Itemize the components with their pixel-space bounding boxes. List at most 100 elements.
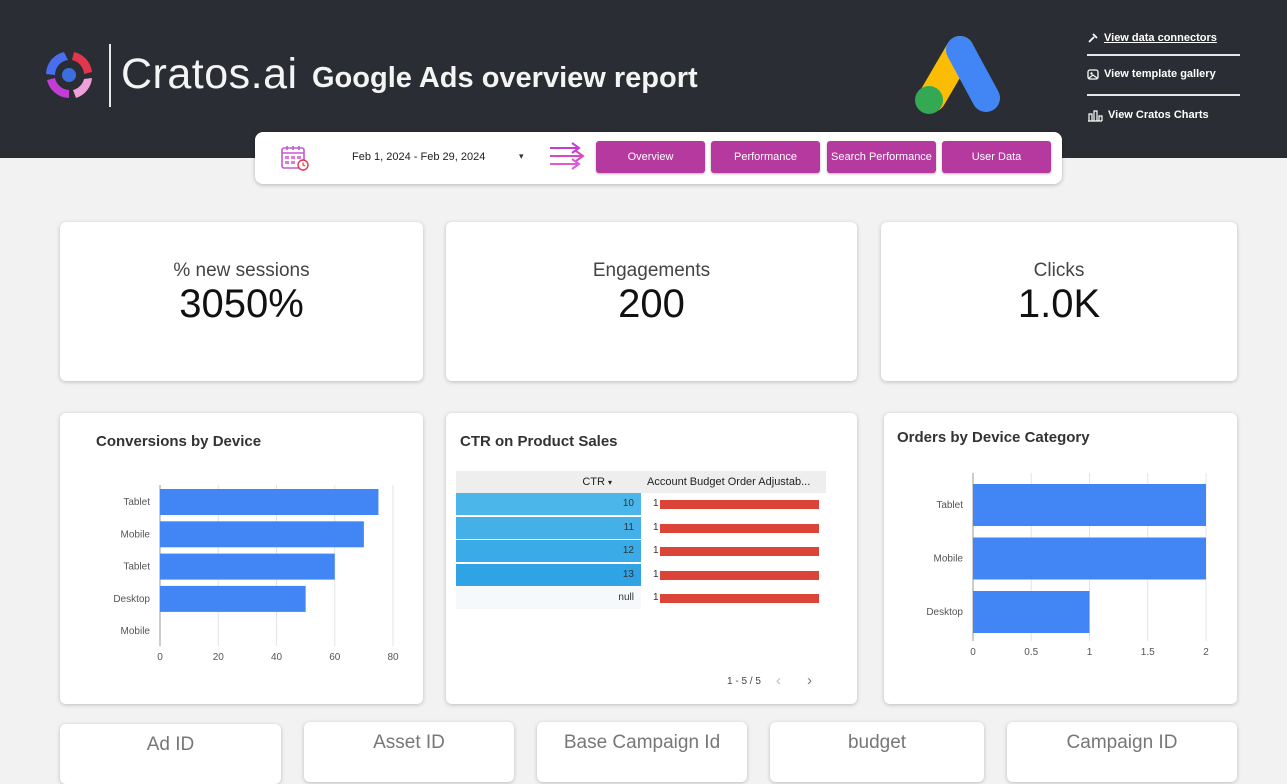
x-tick-label: 0.5 — [1024, 647, 1038, 658]
bar — [973, 484, 1206, 526]
kpi-label: Clicks — [1033, 260, 1085, 281]
header-divider — [1087, 94, 1240, 96]
bar — [973, 591, 1090, 633]
table-row[interactable]: null 1 — [456, 587, 826, 610]
filter-bar: Feb 1, 2024 - Feb 29, 2024 ▾ Overview Pe… — [255, 132, 1062, 184]
date-range-selector[interactable]: Feb 1, 2024 - Feb 29, 2024 — [352, 151, 486, 163]
calendar-icon — [281, 146, 309, 171]
table-row[interactable]: 13 1 — [456, 563, 826, 587]
report-header: Cratos.ai Google Ads overview report Vie… — [0, 0, 1287, 158]
chevron-right-icon[interactable]: › — [807, 672, 812, 689]
x-tick-label: 1.5 — [1141, 647, 1155, 658]
kpi-card-new-sessions: % new sessions 3050% — [60, 222, 423, 381]
budget-bar — [660, 500, 819, 509]
y-tick-label: Desktop — [113, 594, 150, 605]
conversions-by-device-card: Conversions by Device 0 20 40 60 80 Tablet Mob… — [60, 413, 423, 704]
y-tick-label: Mobile — [934, 554, 964, 565]
nav-search-performance-button[interactable]: Search Performance — [827, 141, 936, 173]
x-tick-label: 1 — [1087, 647, 1093, 658]
x-tick-label: 2 — [1203, 647, 1209, 658]
budget-cell: 1 — [653, 498, 659, 509]
nav-overview-button[interactable]: Overview — [596, 141, 705, 173]
y-tick-label: Tablet — [936, 500, 963, 511]
brand-name: Cratos.ai — [121, 50, 298, 98]
field-card-base-campaign-id: Base Campaign Id — [537, 722, 747, 782]
bar — [160, 489, 379, 515]
ctr-cell: 12 — [456, 540, 641, 562]
sort-desc-icon: ▾ — [607, 478, 612, 487]
budget-bar — [660, 547, 819, 556]
y-tick-label: Mobile — [121, 626, 151, 637]
header-divider — [1087, 54, 1240, 56]
field-card-campaign-id: Campaign ID — [1007, 722, 1237, 782]
bar — [160, 553, 335, 580]
x-tick-label: 0 — [157, 652, 163, 663]
table-header: CTR ▾ Account Budget Order Adjustab... — [456, 471, 826, 493]
arrows-icon — [550, 142, 585, 170]
ctr-on-product-sales-card: CTR on Product Sales CTR ▾ Account Budge… — [446, 413, 857, 704]
kpi-value: 3050% — [179, 282, 304, 326]
view-cratos-charts-label: View Cratos Charts — [1108, 109, 1209, 121]
ctr-cell: 10 — [456, 493, 641, 515]
nav-performance-button[interactable]: Performance — [711, 141, 820, 173]
view-template-gallery-link[interactable]: View template gallery — [1087, 68, 1216, 80]
view-data-connectors-label: View data connectors — [1104, 32, 1217, 44]
orders-by-device-category-card: Orders by Device Category 0 0.5 1 1.5 2 Table… — [884, 413, 1237, 704]
chart-title: Conversions by Device — [96, 433, 262, 450]
table-row[interactable]: 12 1 — [456, 540, 826, 563]
view-cratos-charts-link[interactable]: View Cratos Charts — [1087, 108, 1209, 122]
chart-title: Orders by Device Category — [897, 429, 1090, 446]
ctr-cell: null — [456, 587, 641, 609]
y-tick-label: Tablet — [123, 562, 150, 573]
chevron-down-icon[interactable]: ▾ — [519, 151, 524, 161]
y-tick-label: Desktop — [926, 607, 963, 618]
field-card-ad-id: Ad ID — [60, 724, 281, 784]
kpi-card-clicks: Clicks 1.0K — [881, 222, 1237, 381]
budget-cell: 1 — [653, 521, 659, 533]
kpi-value: 1.0K — [1017, 282, 1101, 326]
wrench-icon — [1088, 33, 1098, 43]
budget-bar — [660, 523, 819, 533]
ctr-cell: 11 — [456, 516, 641, 539]
report-title: Google Ads overview report — [312, 62, 698, 94]
google-ads-logo — [915, 36, 1000, 114]
view-data-connectors-link[interactable]: View data connectors — [1087, 32, 1217, 44]
field-card-asset-id: Asset ID — [304, 722, 514, 782]
conversions-by-device-chart: 0 20 40 60 80 Tablet Mobile Tablet Desktop Mobile — [113, 485, 399, 663]
nav-user-data-button[interactable]: User Data — [942, 141, 1051, 173]
x-tick-label: 80 — [387, 652, 399, 663]
bar — [160, 585, 306, 612]
field-card-label: Ad ID — [146, 734, 195, 755]
column-header-budget[interactable]: Account Budget Order Adjustab... — [647, 476, 811, 488]
pagination-label: 1 - 5 / 5 — [727, 676, 761, 687]
kpi-label: % new sessions — [173, 260, 310, 281]
chart-title: CTR on Product Sales — [460, 433, 618, 450]
cratos-logo-icon — [46, 52, 92, 98]
column-header-ctr[interactable]: CTR ▾ — [456, 471, 620, 493]
budget-bar — [660, 594, 819, 603]
field-card-label: Campaign ID — [1066, 732, 1178, 753]
budget-cell: 1 — [653, 568, 659, 580]
y-tick-label: Tablet — [123, 497, 150, 508]
kpi-card-engagements: Engagements 200 — [446, 222, 857, 381]
table-row[interactable]: 11 1 — [456, 516, 826, 540]
field-card-label: Asset ID — [373, 732, 445, 753]
bar-chart-icon — [1088, 110, 1103, 122]
column-header-ctr-label: CTR — [582, 476, 605, 488]
y-tick-label: Mobile — [121, 529, 151, 540]
kpi-value: 200 — [618, 282, 685, 326]
x-tick-label: 0 — [970, 647, 976, 658]
chevron-left-icon[interactable]: ‹ — [776, 672, 781, 689]
logo-divider — [109, 44, 111, 107]
field-card-label: Base Campaign Id — [563, 732, 721, 753]
x-tick-label: 20 — [213, 652, 225, 663]
budget-cell: 1 — [653, 545, 659, 556]
ctr-cell: 13 — [456, 563, 641, 586]
budget-cell: 1 — [653, 592, 659, 603]
table-row[interactable]: 10 1 — [456, 493, 826, 516]
gallery-icon — [1087, 69, 1099, 80]
kpi-label: Engagements — [592, 260, 711, 281]
x-tick-label: 40 — [271, 652, 283, 663]
bar — [160, 521, 364, 548]
view-template-gallery-label: View template gallery — [1104, 68, 1216, 80]
